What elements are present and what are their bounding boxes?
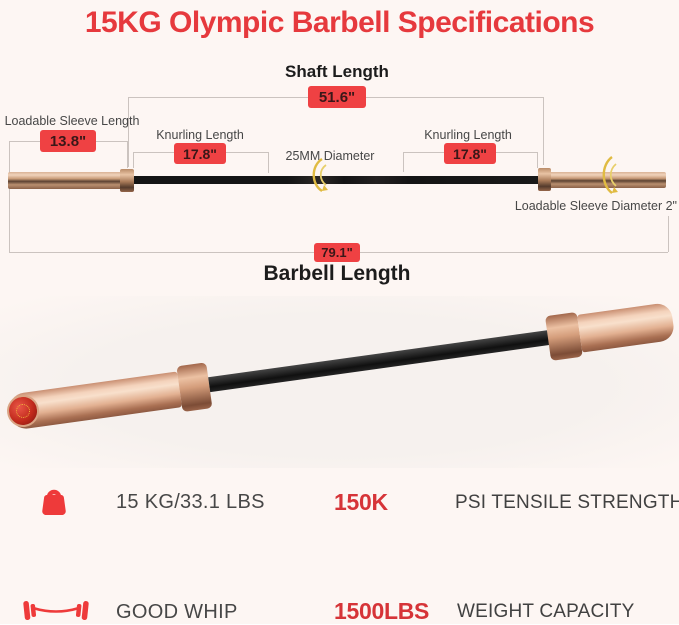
tensile-strength-description: PSI TENSILE STRENGTH: [455, 492, 679, 513]
knurling-left-value-badge: 17.8": [174, 143, 226, 164]
loadable-sleeve-length-value-badge: 13.8": [40, 130, 96, 152]
knurling-length-right-label: Knurling Length: [424, 128, 512, 142]
barbell-icon: [23, 601, 89, 621]
diagram-right-collar: [538, 168, 551, 191]
weight-spec-value: 15 KG/33.1 LBS: [116, 491, 265, 513]
whip-spec-value: GOOD WHIP: [116, 601, 238, 623]
shaft-spin-icon: [312, 157, 328, 193]
diagram-left-collar: [120, 169, 134, 192]
sleeve-diameter-label: Loadable Sleeve Diameter 2": [514, 199, 677, 213]
knurling-right-value-badge: 17.8": [444, 143, 496, 164]
knurling-left-tick-a: [133, 152, 134, 168]
page-title: 15KG Olympic Barbell Specifications: [84, 6, 595, 39]
knurling-right-tick-a: [403, 152, 404, 172]
end-cap-emblem-icon: [15, 403, 31, 419]
barbell-length-value-badge: 79.1": [314, 243, 360, 262]
shaft-length-label: Shaft Length: [285, 62, 389, 81]
knurling-length-left-label: Knurling Length: [156, 128, 244, 142]
shaft-length-tick-right: [543, 97, 544, 165]
sleeve-spin-icon: [602, 156, 618, 194]
knurling-left-tick-b: [268, 152, 269, 173]
shaft-length-value-badge: 51.6": [308, 86, 366, 108]
diagram-shaft: [134, 176, 538, 184]
diagram-right-sleeve: [551, 172, 666, 188]
weight-capacity-number: 1500LBS: [334, 598, 430, 624]
photo-left-collar: [176, 362, 213, 413]
shaft-diameter-label: 25MM Diameter: [285, 149, 375, 163]
right-extent-tick: [668, 216, 669, 252]
shaft-length-tick-left: [128, 97, 129, 167]
tensile-strength-number: 150K: [334, 489, 388, 515]
left-extent-tick: [9, 141, 10, 252]
diagram-left-sleeve: [8, 172, 120, 189]
loadable-sleeve-length-label: Loadable Sleeve Length: [4, 114, 140, 128]
loadable-sleeve-length-tick: [127, 141, 128, 168]
photo-right-sleeve: [577, 301, 676, 353]
weight-capacity-description: WEIGHT CAPACITY: [457, 601, 635, 622]
barbell-length-label: Barbell Length: [263, 262, 411, 285]
knurling-right-tick-b: [537, 152, 538, 168]
weight-icon: [42, 489, 66, 515]
